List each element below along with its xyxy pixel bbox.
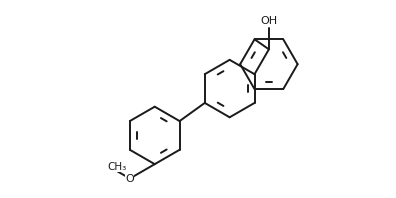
Text: O: O (126, 173, 134, 184)
Text: OH: OH (260, 16, 278, 26)
Text: CH₃: CH₃ (108, 162, 127, 172)
